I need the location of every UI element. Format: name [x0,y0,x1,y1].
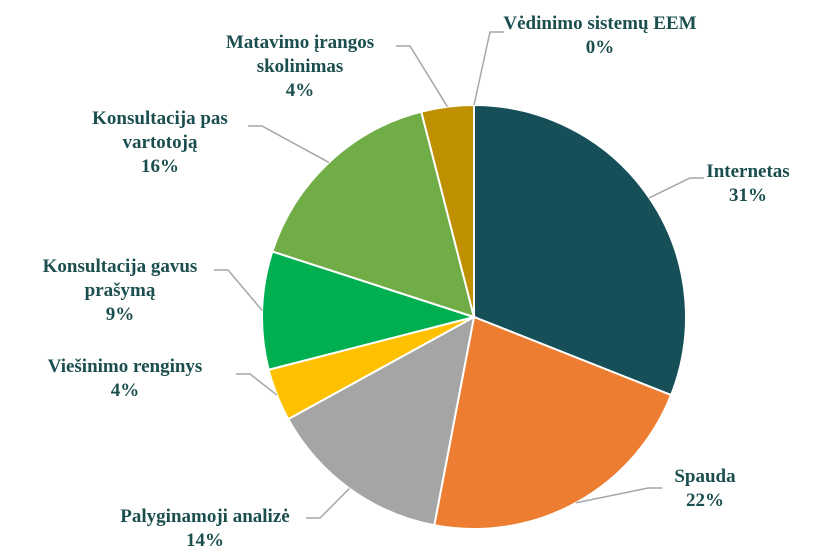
leader-line [236,373,278,396]
label-value: 16% [141,156,179,177]
data-label: Konsultacija gavus prašymą 9% [13,255,228,327]
data-label: Internetas 31% [668,160,816,208]
leader-line [306,487,350,519]
label-name: Viešinimo renginys [47,356,203,377]
data-label: Palyginamoji analizė 14% [65,505,345,550]
data-label: Konsultacija pas vartotoją 16% [65,107,255,179]
leader-line [396,45,449,108]
label-value: 22% [686,490,724,511]
data-label: Vėdinimo sistemų EEM 0% [503,12,698,60]
leader-line [248,125,330,164]
label-name: Spauda [674,466,736,487]
label-value: 0% [585,37,615,58]
data-label: Matavimo įrangos skolinimas 4% [200,31,400,103]
pie-slice [473,103,687,397]
leader-line [473,31,504,106]
pie-slice [433,315,673,530]
leader-line [649,177,704,199]
label-name: Konsultacija gavus prašymą [42,256,198,301]
label-name: Matavimo įrangos skolinimas [225,32,375,77]
label-value: 14% [186,530,224,550]
leader-line [575,487,662,504]
label-value: 9% [105,304,135,325]
label-value: 4% [110,380,140,401]
label-value: 31% [729,185,767,206]
label-name: Vėdinimo sistemų EEM [503,13,697,34]
leader-line [214,269,263,311]
label-value: 4% [285,80,315,101]
label-name: Internetas [706,161,790,182]
label-name: Palyginamoji analizė [120,506,290,527]
data-label: Spauda 22% [635,465,775,513]
label-name: Konsultacija pas vartotoją [92,108,228,153]
data-label: Viešinimo renginys 4% [0,355,250,403]
